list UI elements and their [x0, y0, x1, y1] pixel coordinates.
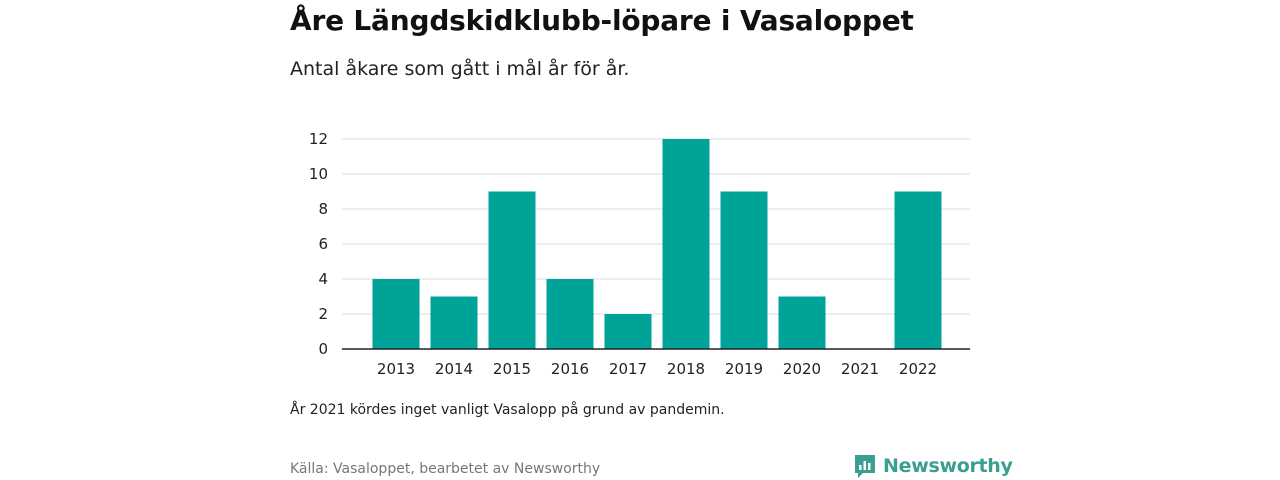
bars: [372, 139, 942, 349]
y-tick-label: 6: [318, 235, 328, 253]
bar-2022: [894, 191, 942, 349]
y-tick-label: 12: [309, 130, 328, 148]
x-tick-label: 2014: [435, 360, 473, 378]
x-tick-label: 2018: [667, 360, 705, 378]
y-tick-label: 0: [318, 340, 328, 358]
bar-2013: [372, 279, 420, 349]
chart-subtitle: Antal åkare som gått i mål år för år.: [290, 58, 630, 80]
bar-2015: [488, 191, 536, 349]
y-tick-label: 8: [318, 200, 328, 218]
bar-2016: [546, 279, 594, 349]
y-tick-label: 10: [309, 165, 328, 183]
x-tick-label: 2015: [493, 360, 531, 378]
y-axis-ticks: 0 2 4 6 8 10 12: [309, 130, 328, 358]
chart-source: Källa: Vasaloppet, bearbetet av Newswort…: [290, 461, 601, 477]
chart-note: År 2021 kördes inget vanligt Vasalopp på…: [290, 402, 725, 418]
bar-2017: [604, 314, 652, 349]
y-tick-label: 4: [318, 270, 328, 288]
bar-2020: [778, 296, 826, 349]
bar-2014: [430, 296, 478, 349]
newsworthy-logo-icon: [855, 455, 875, 478]
grid-lines: [342, 138, 970, 315]
bar-2018: [662, 139, 710, 349]
x-tick-label: 2020: [783, 360, 821, 378]
x-tick-label: 2021: [841, 360, 879, 378]
bar-2019: [720, 191, 768, 349]
x-axis-ticks: 2013 2014 2015 2016 2017 2018 2019 2020 2021 2022: [377, 360, 937, 378]
x-tick-label: 2017: [609, 360, 647, 378]
x-tick-label: 2016: [551, 360, 589, 378]
x-tick-label: 2013: [377, 360, 415, 378]
x-tick-label: 2022: [899, 360, 937, 378]
newsworthy-logo: Newsworthy: [853, 453, 1013, 479]
chart-title: Åre Längdskidklubb-löpare i Vasaloppet: [290, 4, 914, 37]
newsworthy-logo-text: Newsworthy: [883, 455, 1013, 477]
x-tick-label: 2019: [725, 360, 763, 378]
y-tick-label: 2: [318, 305, 328, 323]
